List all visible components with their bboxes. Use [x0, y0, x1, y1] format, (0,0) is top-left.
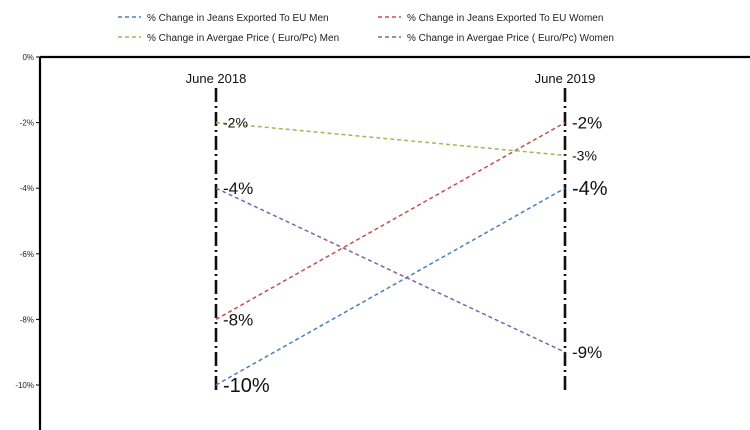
y-tick-label: -2%: [20, 119, 34, 128]
x-category-label: June 2019: [535, 71, 596, 86]
x-category-label: June 2018: [186, 71, 247, 86]
y-tick-label: -4%: [20, 184, 34, 193]
data-label: -9%: [572, 343, 602, 362]
data-label: -4%: [223, 179, 253, 198]
y-tick-label: -6%: [20, 250, 34, 259]
series-line: [215, 121, 566, 157]
y-tick-label: -10%: [15, 381, 34, 390]
data-label: -8%: [223, 310, 253, 329]
legend-entry: % Change in Avergae Price ( Euro/Pc) Wom…: [407, 33, 614, 44]
legend-entry: % Change in Jeans Exported To EU Women: [407, 13, 603, 24]
data-label: -10%: [223, 375, 270, 397]
data-label: -2%: [223, 115, 248, 131]
series-line: [215, 187, 566, 386]
legend-entry: % Change in Jeans Exported To EU Men: [147, 13, 329, 24]
series-line: [215, 187, 566, 353]
series-lines: [215, 121, 566, 386]
y-tick-label: 0%: [22, 53, 34, 62]
series-line: [215, 121, 566, 321]
y-tick-label: -8%: [20, 315, 34, 324]
chart-legend: % Change in Jeans Exported To EU Men % Ch…: [118, 13, 614, 44]
legend-entry: % Change in Avergae Price ( Euro/Pc) Men: [147, 33, 339, 44]
data-label: -4%: [572, 178, 608, 200]
chart-axes: 0% -2% -4% -6% -8% -10% June 2018 June 2019: [15, 53, 750, 430]
data-label: -2%: [572, 114, 602, 133]
data-label: -3%: [572, 147, 597, 163]
data-labels: -10% -4% -8% -2% -2% -3% -4% -9%: [223, 114, 608, 397]
